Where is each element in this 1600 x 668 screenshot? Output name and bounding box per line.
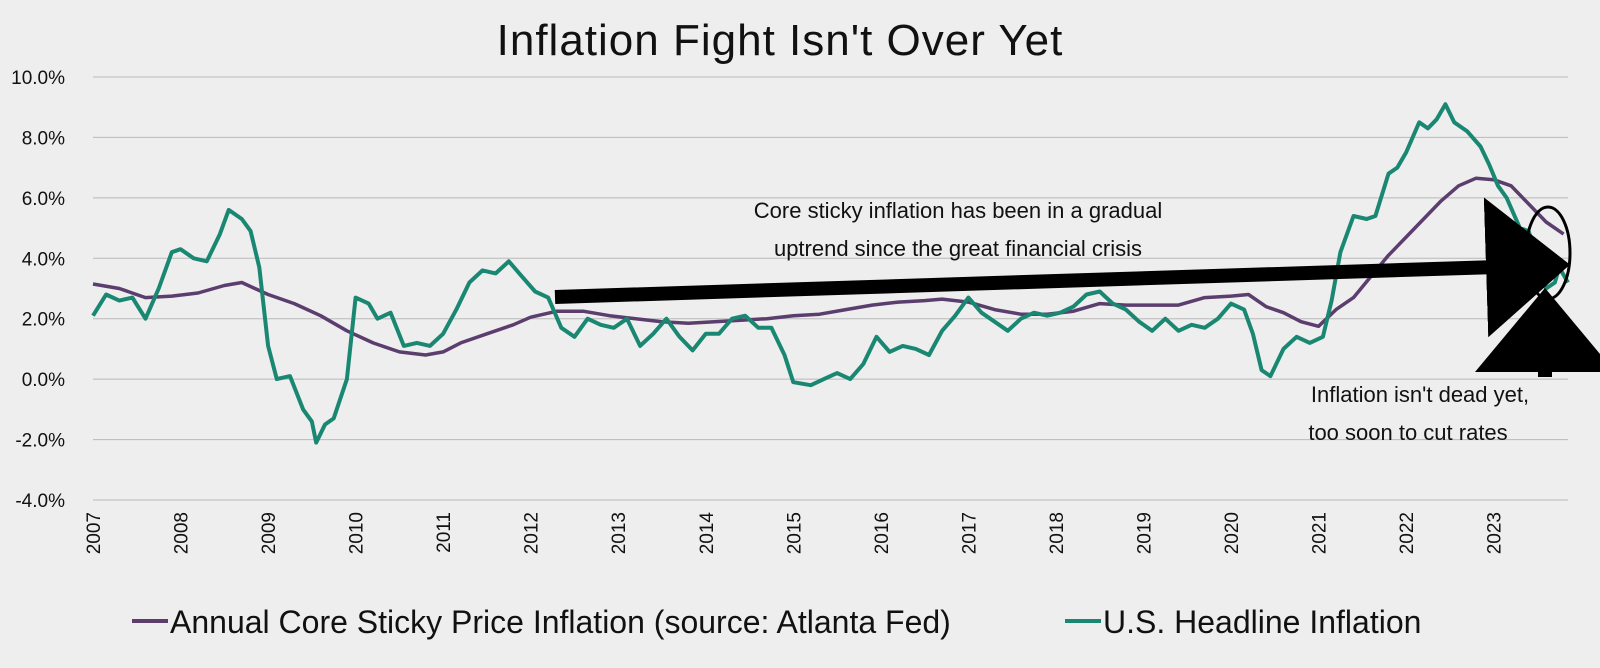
series-line-headline-inflation	[91, 102, 1570, 445]
x-axis-tick-labels: 2007 2008 2009 2010 2011 2012 2013 2014 2015 2016…	[84, 512, 1506, 555]
x-tick-label: 2013	[609, 512, 630, 554]
y-tick-label: 0.0%	[22, 370, 65, 391]
x-tick-label: 2019	[1134, 512, 1155, 554]
x-tick-label: 2011	[434, 512, 455, 553]
x-tick-label: 2023	[1485, 512, 1506, 554]
not-dead-annotation-line-2: too soon to cut rates	[1308, 420, 1507, 445]
x-tick-label: 2020	[1222, 512, 1243, 554]
y-tick-label: 4.0%	[22, 249, 65, 270]
x-tick-label: 2016	[872, 512, 893, 554]
gridlines	[93, 76, 1568, 501]
y-tick-label: 6.0%	[22, 189, 65, 210]
legend: Annual Core Sticky Price Inflation (sour…	[132, 604, 1421, 640]
x-tick-label: 2007	[84, 512, 105, 554]
y-tick-label: 8.0%	[22, 128, 65, 149]
x-tick-label: 2015	[784, 512, 805, 554]
x-tick-label: 2021	[1310, 512, 1331, 554]
not-dead-annotation-line-1: Inflation isn't dead yet,	[1311, 382, 1529, 407]
x-tick-label: 2014	[697, 512, 718, 555]
x-tick-label: 2008	[172, 512, 193, 554]
y-tick-label: -4.0%	[15, 491, 65, 512]
legend-label-headline: U.S. Headline Inflation	[1103, 604, 1421, 640]
x-tick-label: 2009	[259, 512, 280, 554]
x-tick-label: 2022	[1397, 512, 1418, 554]
x-tick-label: 2010	[347, 512, 368, 554]
legend-label-core-sticky: Annual Core Sticky Price Inflation (sour…	[170, 604, 951, 640]
x-tick-label: 2012	[522, 512, 543, 554]
y-tick-label: -2.0%	[15, 431, 65, 452]
x-tick-label: 2018	[1047, 512, 1068, 554]
y-axis-tick-labels: -4.0% -2.0% 0.0% 2.0% 4.0% 6.0% 8.0% 10.0%	[11, 68, 65, 512]
chart-title: Inflation Fight Isn't Over Yet	[497, 16, 1064, 65]
x-tick-label: 2017	[959, 512, 980, 554]
y-tick-label: 2.0%	[22, 310, 65, 331]
uptrend-arrow	[554, 197, 1570, 338]
uptrend-annotation-line-1: Core sticky inflation has been in a grad…	[754, 198, 1162, 223]
uptrend-annotation-line-2: uptrend since the great financial crisis	[774, 236, 1142, 261]
y-tick-label: 10.0%	[11, 68, 65, 89]
